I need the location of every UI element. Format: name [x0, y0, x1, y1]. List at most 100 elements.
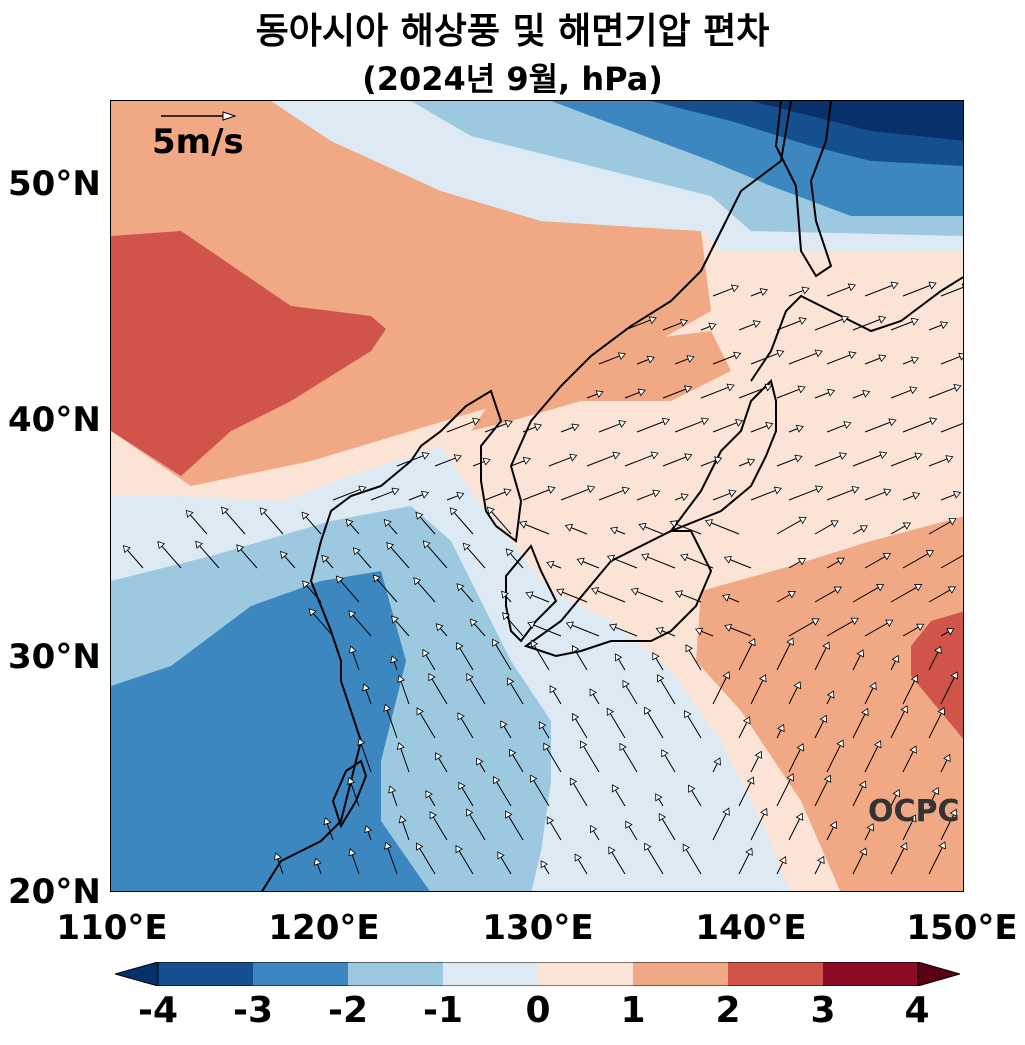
wind-vector-shaft — [402, 821, 410, 841]
wind-vector-shaft — [750, 291, 762, 297]
wind-vector-head — [530, 639, 539, 649]
wind-vector-shaft — [572, 783, 588, 807]
wind-vector-head — [876, 584, 885, 592]
wind-vector-head — [910, 674, 919, 683]
wind-vector-shaft — [750, 425, 768, 433]
wind-vector-head — [574, 853, 582, 862]
wind-vector-head — [822, 641, 830, 650]
wind-vector-head — [776, 349, 785, 358]
wind-vector-head — [684, 453, 693, 462]
wind-vector-shaft — [356, 552, 372, 569]
wind-vector-shaft — [624, 454, 653, 467]
wind-vector-shaft — [393, 661, 398, 671]
wind-vector-head — [814, 485, 824, 494]
wind-vector-head — [396, 741, 405, 751]
map-svg — [111, 101, 963, 891]
chart-title: 동아시아 해상풍 및 해면기압 편차 — [255, 11, 770, 52]
wind-vector-shaft — [902, 359, 913, 365]
wind-vector-shaft — [240, 549, 258, 569]
wind-vector-head — [938, 841, 946, 850]
wind-vector-shaft — [583, 746, 600, 773]
wind-vector-head — [586, 485, 596, 494]
wind-vector-shaft — [788, 289, 804, 297]
wind-vector-head — [220, 506, 229, 515]
wind-vector-shaft — [644, 526, 664, 535]
wind-vector-head — [500, 720, 508, 729]
wind-vector-shaft — [814, 523, 834, 535]
wind-vector-head — [939, 321, 949, 330]
wind-vector-head — [704, 519, 714, 527]
wind-vector-head — [547, 485, 556, 494]
wind-vector-head — [958, 352, 963, 361]
wind-vector-shaft — [750, 489, 776, 501]
wind-vector-shaft — [712, 422, 738, 433]
wind-vector-shaft — [750, 353, 779, 365]
wind-vector-head — [421, 451, 430, 460]
wind-vector-shaft — [597, 590, 626, 603]
wind-vector-shaft — [552, 690, 562, 705]
wind-vector-head — [728, 489, 737, 498]
wind-vector-head — [925, 550, 934, 558]
wind-vector-head — [384, 841, 392, 850]
wind-vector-shaft — [685, 849, 702, 875]
wind-vector-head — [730, 284, 740, 293]
wind-vector-head — [947, 586, 957, 594]
wind-vector-shaft — [902, 820, 914, 841]
wind-vector-shaft — [788, 818, 801, 841]
wind-vector-shaft — [400, 748, 410, 773]
wind-vector-shaft — [510, 682, 524, 705]
wind-vector-head — [721, 593, 731, 602]
wind-vector-head — [608, 846, 616, 855]
wind-vector-shaft — [636, 359, 649, 365]
wind-vector-head — [611, 784, 620, 793]
wind-vector-head — [873, 740, 882, 749]
wind-vector-head — [372, 574, 381, 583]
anomaly-minus1-minus2-coast — [111, 621, 171, 666]
wind-vector-shaft — [570, 527, 588, 535]
wind-vector-head — [571, 423, 580, 432]
wind-vector-head — [501, 590, 509, 599]
anomaly-below-minus4-north — [751, 101, 963, 141]
wind-vector-shaft — [460, 717, 474, 739]
wind-vector-head — [416, 842, 424, 851]
wind-vector-head — [773, 486, 782, 495]
wind-vector-head — [836, 739, 844, 748]
wind-vector-shaft — [592, 693, 600, 705]
wind-vector-head — [398, 815, 407, 824]
wind-vector-head — [646, 355, 655, 364]
wind-vector-head — [397, 674, 406, 683]
wind-vector-shaft — [686, 556, 714, 569]
wind-vector-head — [420, 490, 430, 499]
wind-vector-shaft — [940, 494, 956, 501]
wind-vector-head — [899, 842, 908, 851]
wind-vector-shaft — [902, 553, 929, 569]
wind-vector-shaft — [484, 423, 507, 433]
wind-vector-head — [122, 545, 131, 554]
wind-vector-head — [823, 774, 832, 783]
wind-vector-shaft — [593, 830, 600, 841]
wind-vector-shaft — [225, 511, 246, 535]
wind-vector-head — [657, 674, 665, 683]
wind-vector-shaft — [598, 423, 621, 433]
wind-vector-shaft — [312, 613, 334, 637]
wind-vector-head — [608, 623, 618, 632]
wind-vector-head — [754, 750, 763, 760]
wind-vector-shaft — [928, 521, 951, 535]
wind-vector-head — [747, 458, 756, 467]
wind-vector-head — [851, 486, 860, 494]
wind-vector-head — [509, 748, 517, 758]
wind-vector-shaft — [479, 762, 486, 773]
wind-vector-head — [684, 710, 692, 719]
wind-vector-head — [388, 785, 397, 794]
wind-vector-shaft — [332, 488, 361, 501]
wind-vector-shaft — [864, 746, 879, 773]
wind-vector-shaft — [788, 621, 814, 637]
wind-vector-head — [858, 780, 867, 789]
wind-vector-shaft — [738, 643, 753, 671]
wind-vector-shaft — [864, 828, 871, 841]
wind-vector-shaft — [864, 421, 891, 433]
wind-vector-head — [533, 423, 543, 432]
colorbar-seg-3 — [348, 962, 443, 986]
colorbar-tick-1: 1 — [620, 990, 646, 1031]
wind-vector-shaft — [562, 591, 588, 603]
